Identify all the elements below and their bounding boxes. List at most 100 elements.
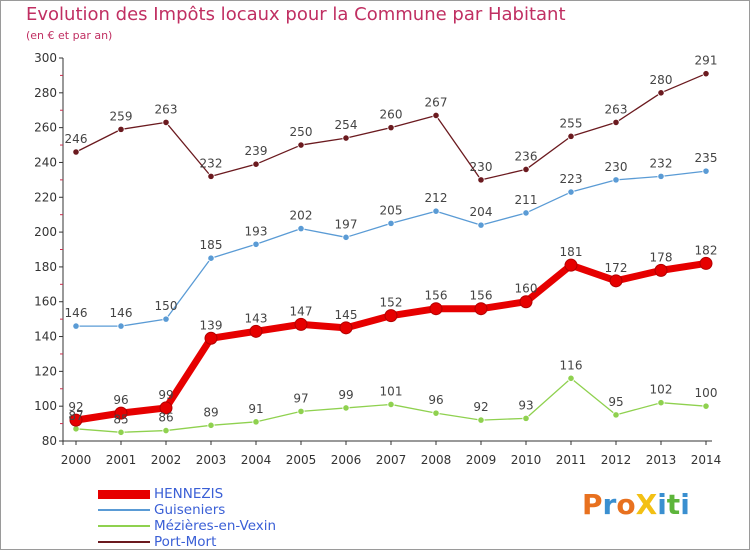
data-label-guiseniers: 146 <box>110 306 133 320</box>
y-tick-label: 100 <box>34 399 57 413</box>
data-point-port-mort <box>207 172 215 180</box>
data-point-guiseniers <box>387 219 395 227</box>
data-point-mezieres-en-vexin <box>522 414 530 422</box>
data-label-guiseniers: 205 <box>380 203 403 217</box>
x-tick-label: 2004 <box>241 453 272 467</box>
data-label-guiseniers: 235 <box>695 151 718 165</box>
data-label-mezieres-en-vexin: 96 <box>428 393 443 407</box>
y-tick-label: 240 <box>34 155 57 169</box>
logo-letter: i <box>657 488 667 521</box>
data-point-port-mort <box>387 124 395 132</box>
data-label-guiseniers: 223 <box>560 172 583 186</box>
data-label-mezieres-en-vexin: 101 <box>380 384 403 398</box>
data-point-hennezis <box>294 317 308 331</box>
data-label-hennezis: 96 <box>113 393 128 407</box>
data-point-guiseniers <box>477 221 485 229</box>
data-point-hennezis <box>429 302 443 316</box>
data-point-guiseniers <box>162 315 170 323</box>
data-point-mezieres-en-vexin <box>117 428 125 436</box>
data-label-port-mort: 254 <box>335 118 358 132</box>
data-label-port-mort: 280 <box>650 73 673 87</box>
x-tick-label: 2002 <box>151 453 182 467</box>
data-label-mezieres-en-vexin: 100 <box>695 386 718 400</box>
data-label-hennezis: 172 <box>605 261 628 275</box>
chart-title: Evolution des Impôts locaux pour la Comm… <box>26 4 566 25</box>
data-point-mezieres-en-vexin <box>477 416 485 424</box>
data-point-guiseniers <box>567 188 575 196</box>
data-point-mezieres-en-vexin <box>657 399 665 407</box>
data-point-mezieres-en-vexin <box>162 426 170 435</box>
x-tick-label: 2010 <box>511 453 542 467</box>
data-label-hennezis: 152 <box>380 296 403 310</box>
data-point-hennezis <box>609 274 623 288</box>
data-point-guiseniers <box>72 322 80 330</box>
data-label-mezieres-en-vexin: 93 <box>518 398 533 412</box>
x-tick-label: 2001 <box>106 453 137 467</box>
legend-label: HENNEZIS <box>154 486 224 502</box>
data-point-hennezis <box>384 309 398 323</box>
data-label-mezieres-en-vexin: 97 <box>293 391 308 405</box>
data-label-guiseniers: 185 <box>200 238 223 252</box>
data-label-port-mort: 263 <box>155 102 178 116</box>
data-label-mezieres-en-vexin: 102 <box>650 383 673 397</box>
data-point-port-mort <box>342 134 350 142</box>
data-label-guiseniers: 197 <box>335 217 358 231</box>
data-point-hennezis <box>519 295 533 309</box>
data-point-guiseniers <box>702 167 710 175</box>
legend-label: Guiseniers <box>154 502 226 518</box>
data-point-port-mort <box>477 176 485 184</box>
legend-swatch <box>98 489 150 499</box>
data-point-port-mort <box>432 111 440 120</box>
data-label-hennezis: 145 <box>335 308 358 322</box>
data-label-port-mort: 267 <box>425 95 448 109</box>
data-point-mezieres-en-vexin <box>432 409 440 417</box>
data-point-mezieres-en-vexin <box>387 400 395 409</box>
y-tick-label: 280 <box>34 86 57 100</box>
data-point-mezieres-en-vexin <box>342 404 350 412</box>
data-point-hennezis <box>564 258 578 272</box>
data-point-guiseniers <box>207 254 215 262</box>
data-label-hennezis: 156 <box>470 289 493 303</box>
legend-label: Port-Mort <box>154 534 217 550</box>
data-label-mezieres-en-vexin: 99 <box>338 388 353 402</box>
data-point-guiseniers <box>342 233 350 241</box>
data-label-hennezis: 139 <box>200 318 223 332</box>
data-label-mezieres-en-vexin: 92 <box>473 400 488 414</box>
data-label-hennezis: 92 <box>68 400 83 414</box>
data-label-guiseniers: 150 <box>155 299 178 313</box>
data-label-port-mort: 239 <box>245 144 268 158</box>
data-label-hennezis: 182 <box>695 243 718 257</box>
data-point-hennezis <box>114 406 128 420</box>
data-label-port-mort: 250 <box>290 125 313 139</box>
x-tick-label: 2013 <box>646 453 677 467</box>
y-tick-label: 140 <box>34 330 57 344</box>
data-point-mezieres-en-vexin <box>297 407 305 416</box>
y-tick-label: 200 <box>34 225 57 239</box>
data-label-hennezis: 178 <box>650 250 673 264</box>
data-point-guiseniers <box>612 176 620 184</box>
data-point-mezieres-en-vexin <box>567 374 575 382</box>
logo-letter: o <box>616 488 636 521</box>
data-point-port-mort <box>522 165 530 174</box>
data-point-guiseniers <box>657 172 665 180</box>
legend-swatch <box>98 509 150 511</box>
data-point-mezieres-en-vexin <box>612 411 620 419</box>
logo-letter: r <box>602 488 617 521</box>
data-point-guiseniers <box>432 207 440 215</box>
data-label-hennezis: 147 <box>290 304 313 318</box>
data-label-guiseniers: 211 <box>515 193 538 207</box>
data-label-guiseniers: 202 <box>290 209 313 223</box>
x-tick-label: 2014 <box>691 453 722 467</box>
legend-swatch <box>98 541 150 543</box>
data-point-port-mort <box>657 89 665 97</box>
y-tick-label: 220 <box>34 190 57 204</box>
data-label-hennezis: 143 <box>245 311 268 325</box>
data-label-guiseniers: 146 <box>65 306 88 320</box>
x-tick-label: 2005 <box>286 453 317 467</box>
data-label-guiseniers: 204 <box>470 205 493 219</box>
y-tick-label: 160 <box>34 295 57 309</box>
data-point-port-mort <box>72 148 80 156</box>
data-point-port-mort <box>567 132 575 140</box>
